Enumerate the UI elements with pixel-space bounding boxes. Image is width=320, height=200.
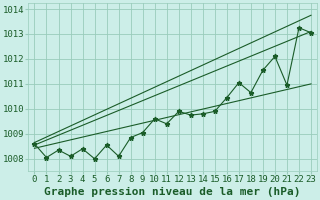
- X-axis label: Graphe pression niveau de la mer (hPa): Graphe pression niveau de la mer (hPa): [44, 187, 301, 197]
